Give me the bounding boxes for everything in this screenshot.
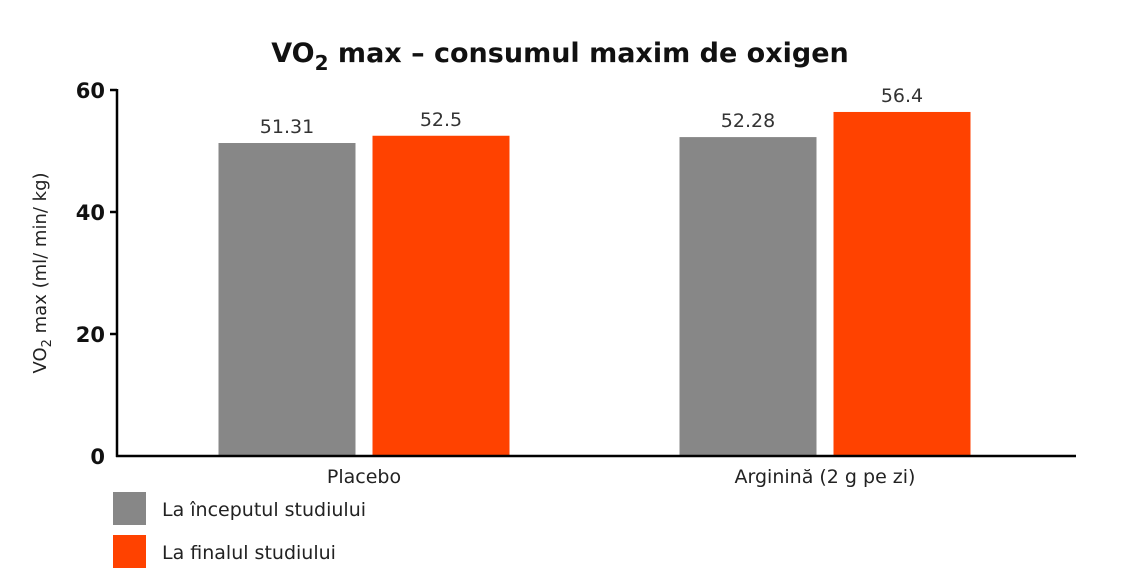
legend-item: La finalul studiului (113, 535, 336, 568)
x-tick-label: Placebo (327, 466, 401, 488)
bar (218, 143, 356, 456)
data-label: 51.31 (260, 116, 314, 138)
x-tick-label: Arginină (2 g pe zi) (735, 466, 916, 488)
chart-title: VO2 max – consumul maxim de oxigen (271, 38, 849, 75)
y-tick-label: 40 (76, 201, 105, 225)
legend-label: La finalul studiului (162, 542, 336, 564)
bar (372, 135, 510, 456)
data-label: 56.4 (881, 85, 923, 107)
legend-item: La începutul studiului (113, 492, 366, 525)
data-label: 52.28 (721, 110, 775, 132)
y-tick-label: 0 (90, 445, 105, 469)
y-axis-label: VO2 max (ml/ min/ kg) (30, 172, 55, 373)
data-label: 52.5 (420, 109, 462, 131)
legend-swatch (113, 492, 146, 525)
bar (833, 111, 971, 457)
legend-label: La începutul studiului (162, 499, 366, 521)
y-tick-label: 20 (76, 323, 105, 347)
bar (679, 137, 817, 457)
y-tick-label: 60 (76, 79, 105, 103)
legend-swatch (113, 535, 146, 568)
